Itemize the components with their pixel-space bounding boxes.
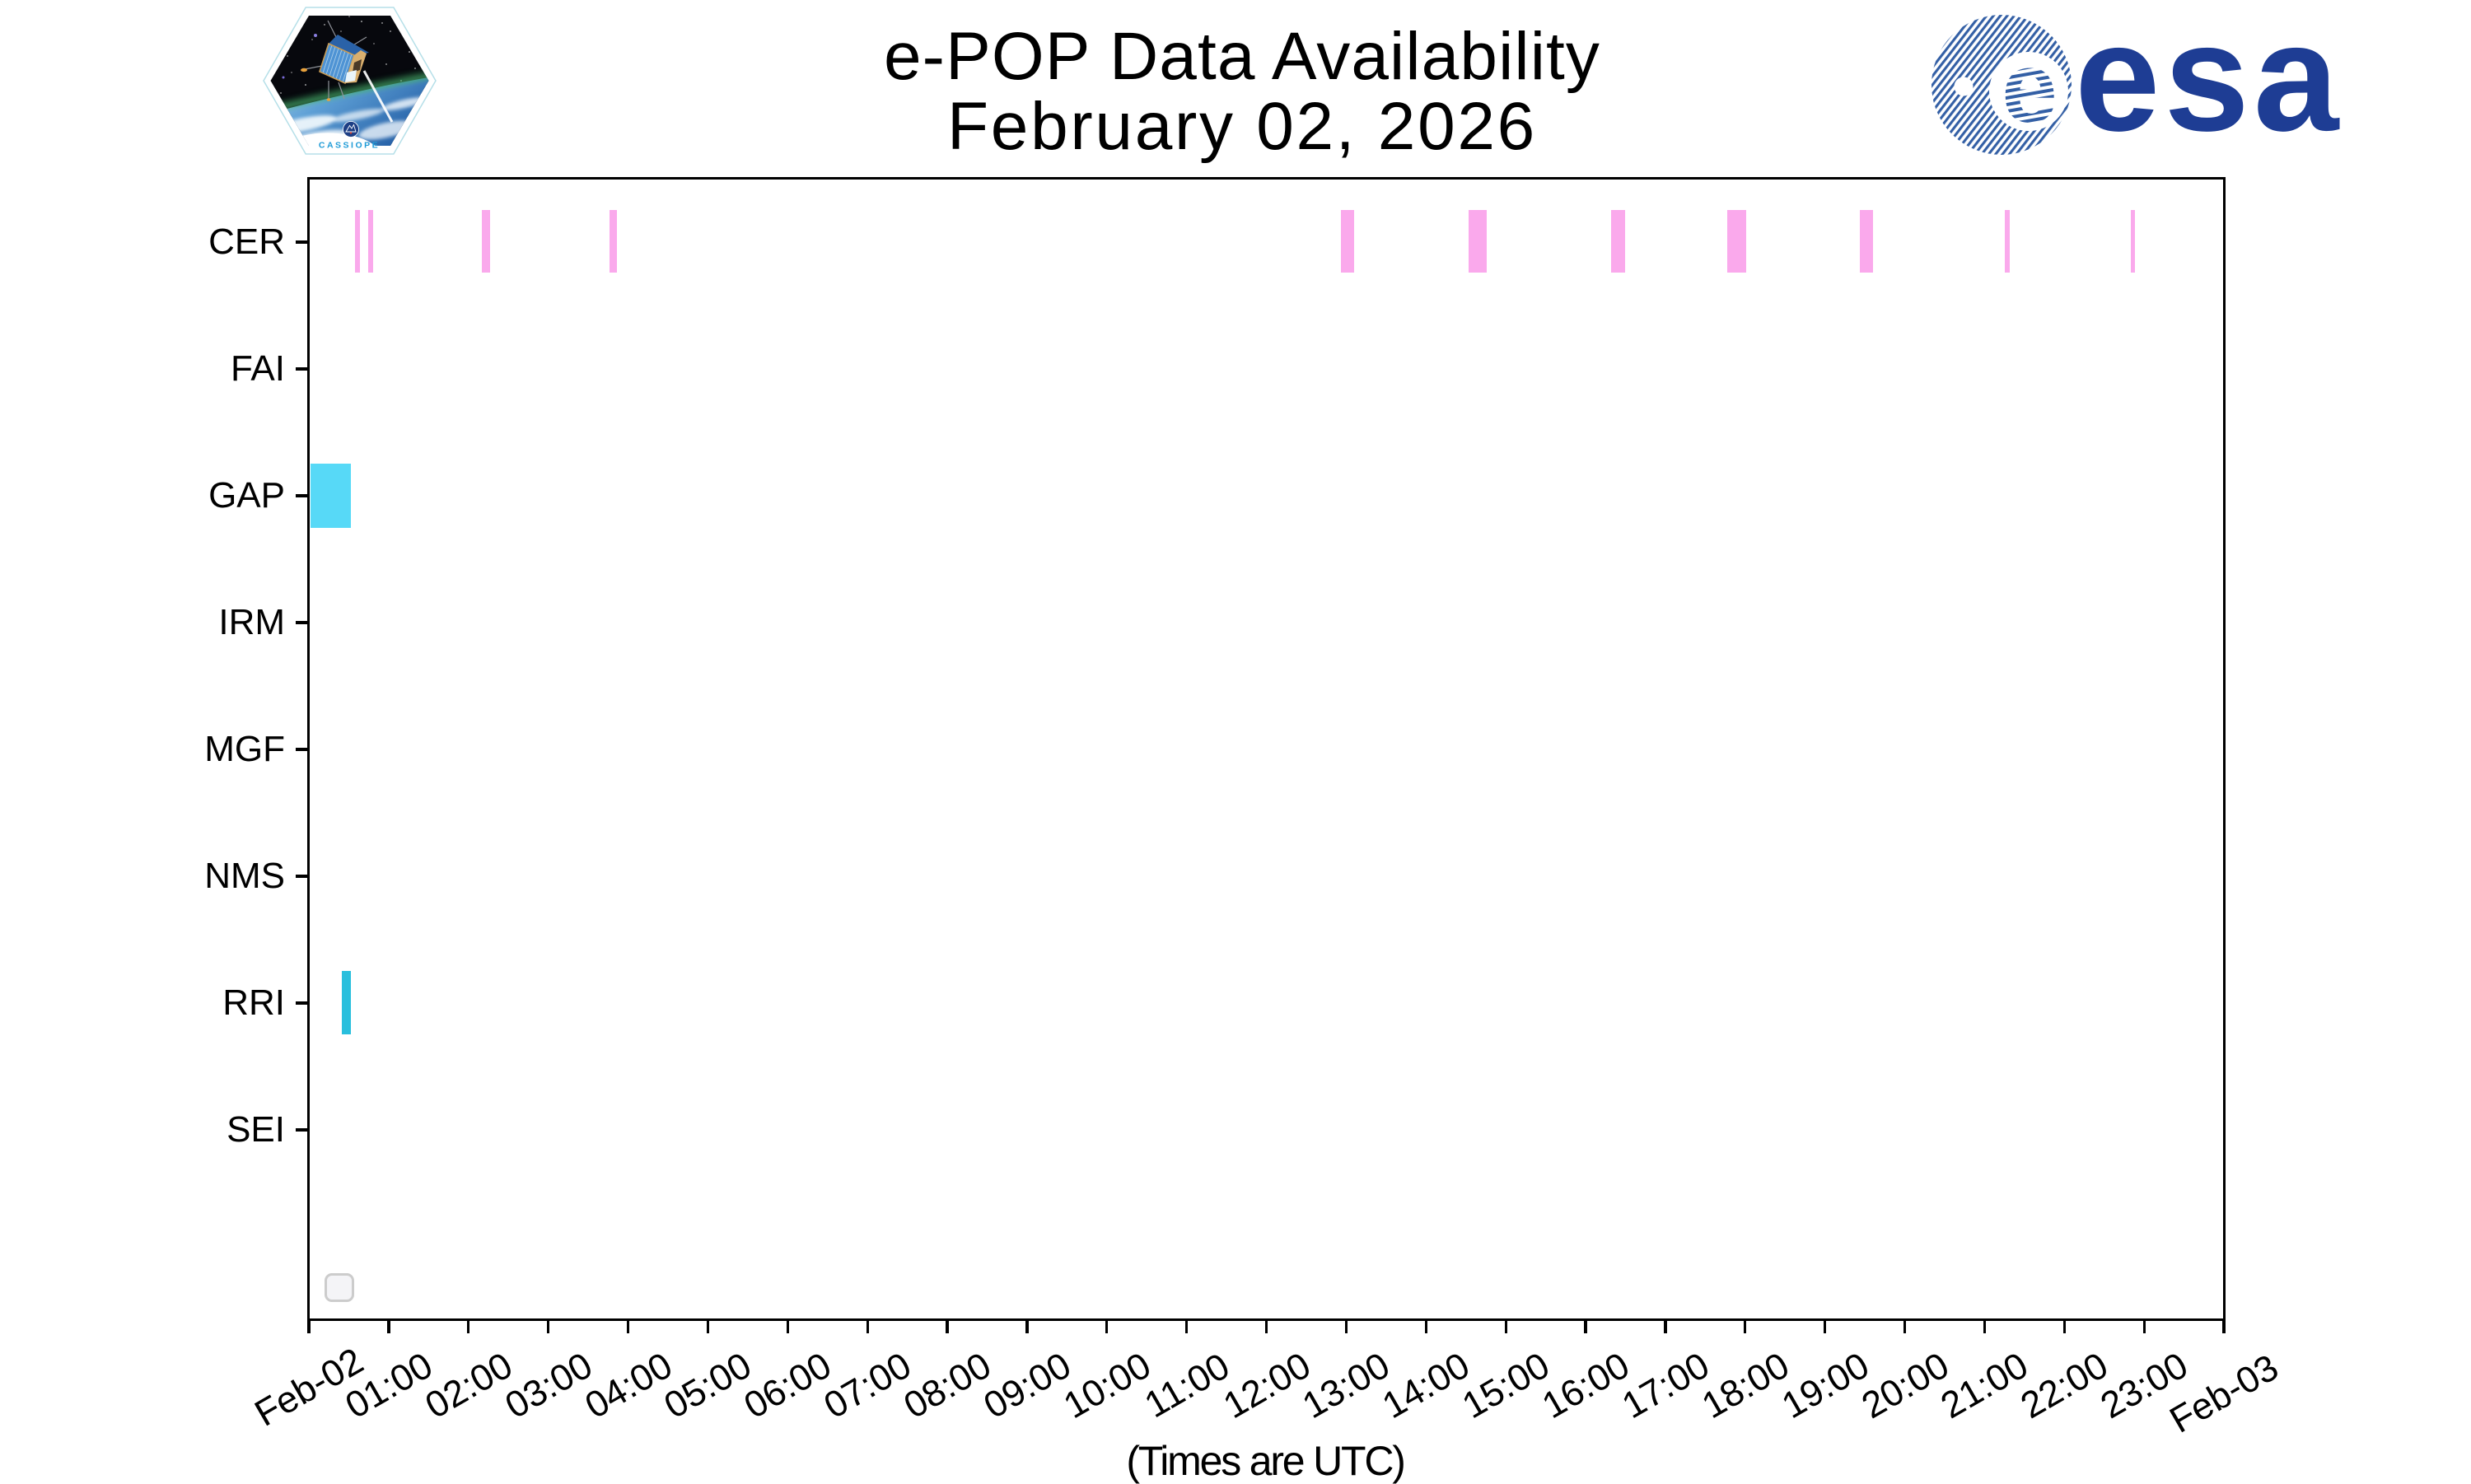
svg-text:e: e xyxy=(2002,31,2058,143)
svg-text:esa: esa xyxy=(2075,10,2343,162)
svg-text:CASSIOPE: CASSIOPE xyxy=(319,141,380,151)
